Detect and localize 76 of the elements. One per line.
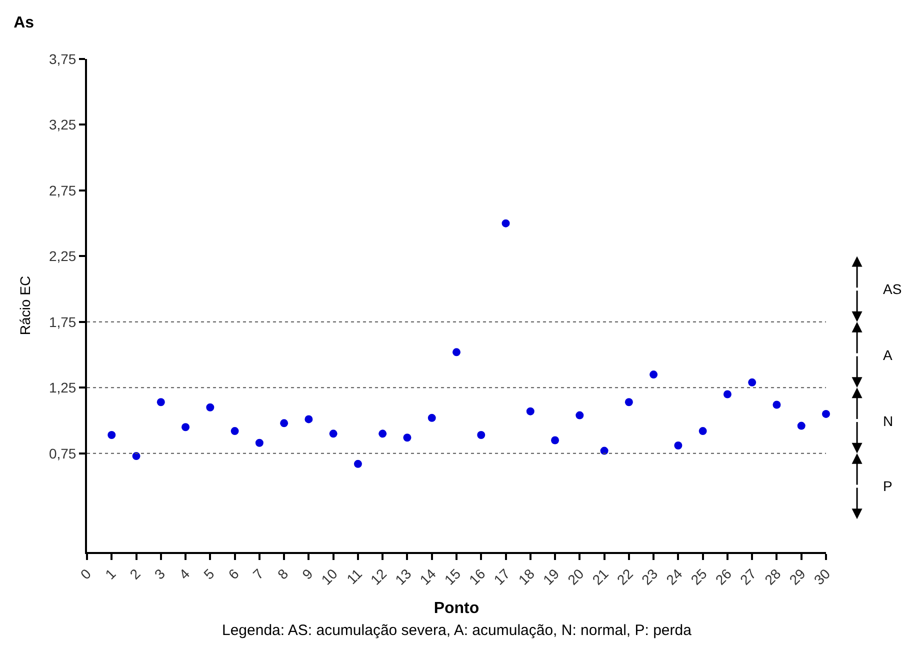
point [772,400,781,409]
x-tick-label: 17 [490,565,513,588]
x-tick-label: 14 [416,565,440,588]
x-tick-label: 25 [688,565,710,588]
y-axis-title: Rácio EC [17,276,34,336]
point [551,436,560,444]
x-tick-label: 13 [392,565,414,588]
x-tick-label: 29 [786,565,809,588]
text: A [883,347,893,363]
point [624,398,633,406]
point [822,410,830,418]
y-tick-label: 1,25 [48,380,76,396]
x-tick-label: 30 [810,565,834,588]
y-tick-label: 3,75 [48,50,76,67]
point [477,430,486,439]
x-tick-label: 4 [176,565,193,582]
point [156,398,165,406]
point [428,414,436,422]
x-tick-label: 5 [200,565,218,582]
text: N [883,413,894,429]
x-tick-label: 28 [761,565,784,588]
x-tick-label: 26 [712,565,735,588]
point [230,427,239,436]
point [797,422,806,430]
point [526,407,534,416]
x-tick-label: 3 [151,565,168,582]
x-tick-label: 16 [466,565,488,588]
x-tick-label: 11 [343,565,366,588]
point [698,427,707,436]
text: AS [883,281,902,297]
point [403,434,412,442]
x-tick-label: 2 [126,565,144,582]
x-tick-label: 1 [102,565,119,582]
x-tick-label: 20 [564,565,587,588]
x-axis-title: Ponto [434,600,480,618]
point [502,219,510,228]
x-tick-label: 24 [662,565,686,588]
point [206,403,214,412]
point [600,446,608,455]
point [576,411,584,420]
point [723,390,732,398]
x-tick-label: 7 [250,565,267,582]
text: Legenda: AS: acumulação severa, A: acumulação, N: normal, P: perda [222,622,692,639]
y-tick-label: 0,75 [48,445,76,462]
point [304,415,313,424]
point [255,438,264,447]
x-tick-label: 10 [318,565,341,588]
x-tick-label: 9 [298,565,316,582]
point [354,460,362,468]
x-tick-label: 15 [441,565,464,588]
point [280,419,288,428]
text: P [883,478,892,494]
x-tick-label: 22 [614,565,636,588]
y-tick-label: 2,75 [48,182,76,198]
x-tick-label: 23 [638,565,661,588]
chart-title: As [14,14,34,32]
x-tick-label: 8 [274,565,292,582]
x-tick-label: 18 [515,565,538,588]
point [674,442,682,450]
x-tick-label: 12 [367,565,390,588]
point [452,348,460,356]
x-tick-label: 27 [736,565,760,588]
point [329,430,338,438]
point [378,430,387,438]
point [650,370,658,379]
x-tick-label: 0 [77,565,94,582]
x-tick-label: 19 [540,565,562,588]
point [182,423,190,432]
point [108,430,116,439]
x-tick-label: 6 [225,565,242,582]
y-tick-label: 3,25 [48,116,76,133]
y-tick-label: 2,25 [48,248,76,264]
x-tick-label: 21 [589,565,612,588]
point [132,452,140,460]
point [748,378,756,386]
y-tick-label: 1,75 [48,314,76,330]
